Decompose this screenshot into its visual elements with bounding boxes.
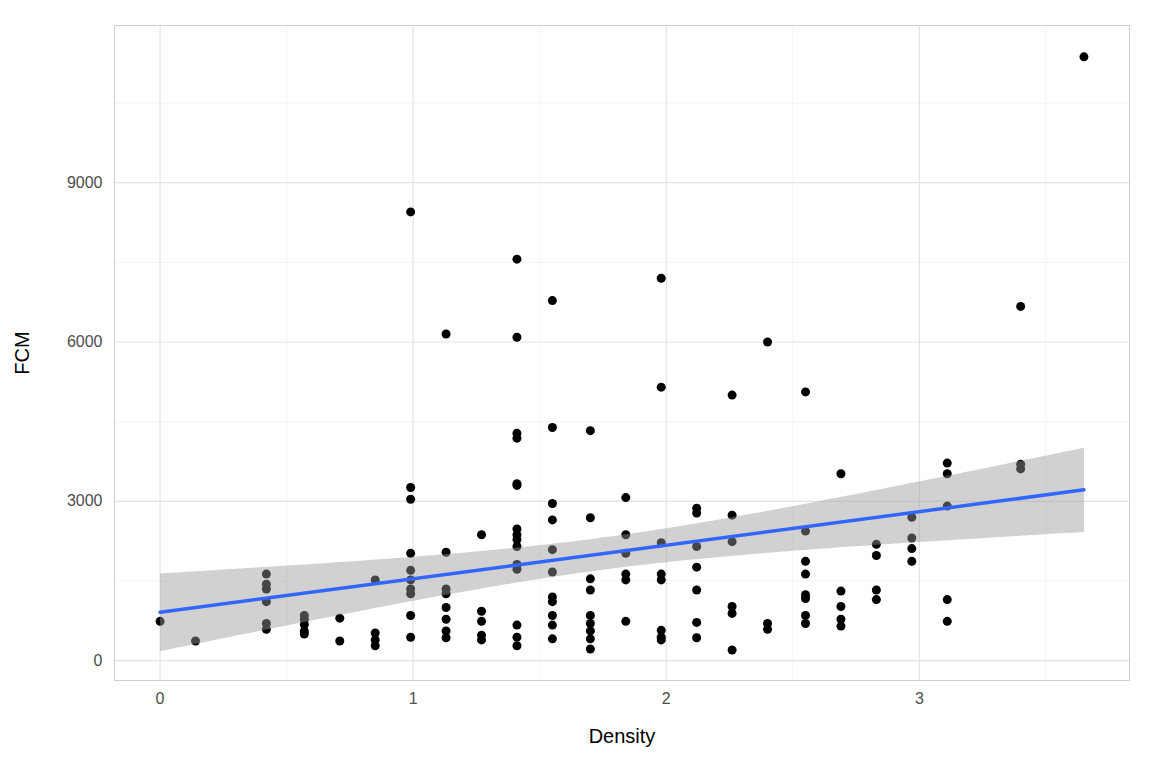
svg-text:9000: 9000	[67, 174, 103, 191]
svg-text:2: 2	[662, 690, 671, 707]
svg-text:FCM: FCM	[11, 331, 33, 374]
svg-text:3: 3	[915, 690, 924, 707]
svg-text:3000: 3000	[67, 492, 103, 509]
svg-text:6000: 6000	[67, 333, 103, 350]
svg-text:1: 1	[409, 690, 418, 707]
svg-text:Density: Density	[589, 725, 656, 747]
svg-text:0: 0	[156, 690, 165, 707]
svg-text:0: 0	[94, 652, 103, 669]
